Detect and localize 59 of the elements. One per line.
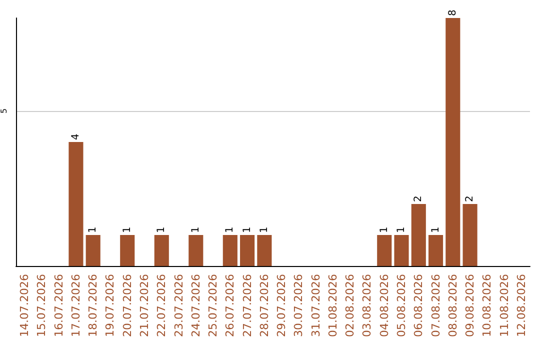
- data-label: 1: [122, 226, 133, 234]
- x-tick-label: 27.07.2026: [240, 274, 254, 338]
- x-tick-label: 21.07.2026: [138, 274, 151, 338]
- x-tick-label: 16.07.2026: [52, 274, 66, 338]
- x-tick-label: 02.08.2026: [344, 274, 357, 338]
- x-tick-label: 25.07.2026: [206, 274, 220, 338]
- data-label: 1: [88, 226, 99, 234]
- y-tick-label: 5: [0, 108, 8, 114]
- x-tick-label: 22.07.2026: [155, 274, 168, 338]
- bar: [411, 204, 426, 266]
- x-tick-label: 15.07.2026: [35, 274, 48, 338]
- x-tick-label: 10.08.2026: [480, 274, 494, 338]
- x-tick-label: 26.07.2026: [224, 274, 237, 338]
- x-tick-label: 06.08.2026: [412, 274, 426, 338]
- x-tick-label: 07.08.2026: [429, 274, 442, 338]
- bar: [154, 235, 169, 266]
- bar: [240, 235, 255, 266]
- x-tick-label: 24.07.2026: [189, 274, 202, 338]
- x-tick-label: 30.07.2026: [292, 274, 306, 338]
- data-label: 4: [70, 134, 82, 140]
- bar: [188, 235, 204, 266]
- bar: [377, 235, 392, 266]
- x-tick-label: 04.08.2026: [378, 274, 391, 338]
- data-label: 1: [378, 226, 390, 234]
- data-label: 8: [447, 10, 458, 16]
- x-tick-label: 23.07.2026: [172, 274, 186, 338]
- data-label: 1: [224, 226, 236, 234]
- data-label: 1: [396, 226, 407, 234]
- x-tick-label: 29.07.2026: [275, 274, 288, 338]
- x-tick-label: 14.07.2026: [18, 274, 32, 338]
- x-tick-label: 12.08.2026: [514, 274, 528, 338]
- x-tick-label: 01.08.2026: [326, 274, 340, 338]
- data-label: 1: [156, 226, 168, 234]
- data-label: 1: [430, 226, 442, 234]
- data-label: 1: [190, 226, 202, 234]
- bar: [86, 235, 100, 266]
- data-label: 2: [413, 196, 424, 202]
- x-tick-label: 17.07.2026: [69, 274, 82, 338]
- x-tick-label: 31.07.2026: [309, 274, 322, 338]
- x-tick-label: 08.08.2026: [446, 274, 460, 338]
- x-tick-label: 09.08.2026: [464, 274, 477, 338]
- bar: [446, 18, 460, 266]
- bar: [120, 235, 135, 266]
- data-label: 1: [258, 226, 270, 234]
- x-tick-label: 11.08.2026: [498, 274, 511, 338]
- bar: [222, 235, 238, 266]
- bar: [257, 235, 272, 266]
- x-tick-label: 28.07.2026: [258, 274, 271, 338]
- x-tick-label: 05.08.2026: [395, 274, 408, 338]
- bar: [68, 142, 84, 266]
- data-label: 1: [242, 226, 253, 234]
- x-tick-label: 03.08.2026: [360, 274, 374, 338]
- data-label: 2: [464, 196, 476, 202]
- x-tick-label: 18.07.2026: [86, 274, 100, 338]
- x-tick-label: 20.07.2026: [120, 274, 134, 338]
- bar: [428, 235, 444, 266]
- bar: [462, 204, 478, 266]
- bar: [394, 235, 409, 266]
- x-tick-label: 19.07.2026: [104, 274, 117, 338]
